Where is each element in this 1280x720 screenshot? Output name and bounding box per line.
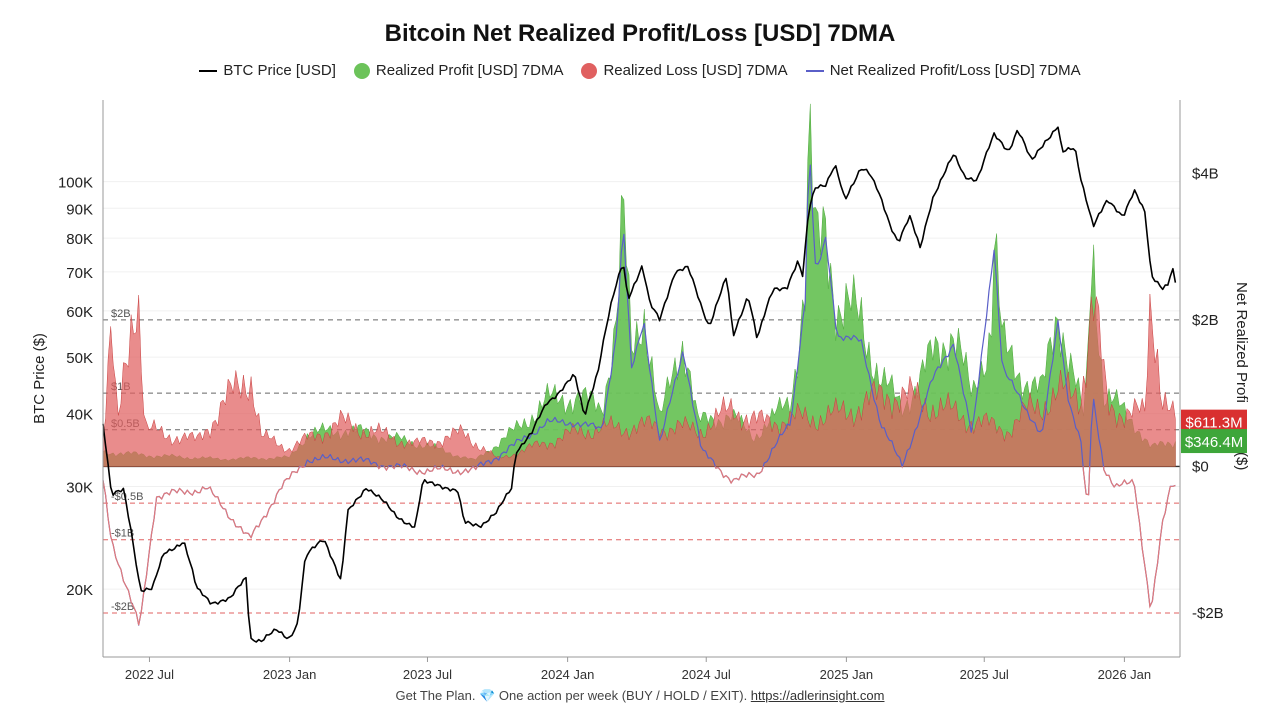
value-tag-label: $611.3M: [1185, 415, 1242, 432]
btc-price-line: [102, 126, 1177, 643]
right-axis-title: Net Realized Profi: [1233, 282, 1250, 403]
line-series: [102, 126, 1177, 643]
value-tag-box: [1181, 429, 1247, 454]
footer-text: Get The Plan. 💎 One action per week (BUY…: [395, 688, 751, 703]
x-tick-label: 2022 Jul: [125, 667, 174, 682]
right-tick-label: -$2B: [1192, 605, 1224, 622]
x-tick-label: 2025 Jan: [820, 667, 874, 682]
legend-item-btc-price[interactable]: BTC Price [USD]: [199, 62, 336, 79]
value-tag: $346.4M: [1181, 429, 1247, 454]
x-tick-label: 2024 Jan: [541, 667, 595, 682]
footer-link[interactable]: https://adlerinsight.com: [750, 688, 885, 703]
chart-title: Bitcoin Net Realized Profit/Loss [USD] 7…: [384, 20, 896, 47]
legend-label-realized-profit: Realized Profit [USD] 7DMA: [375, 62, 564, 79]
ref-line-label: $2B: [111, 308, 131, 320]
right-axis-title-group: Net Realized Profi ($): [1233, 282, 1250, 470]
realized-loss-area: [102, 293, 1176, 467]
left-tick-label: 100K: [58, 175, 93, 192]
left-tick-label: 60K: [66, 304, 93, 321]
right-tick-label: $4B: [1192, 165, 1219, 182]
ref-line-label: -$2B: [111, 601, 134, 613]
area-series: [102, 103, 1176, 467]
left-tick-label: 50K: [66, 350, 93, 367]
ref-line-label: -$0.5B: [111, 491, 143, 503]
ref-line-label: -$1B: [111, 528, 134, 540]
legend-swatch-net-realized: [805, 69, 824, 72]
left-tick-label: 90K: [66, 201, 93, 218]
net-realized-line-negative: [103, 466, 1176, 626]
x-tick-label: 2023 Jan: [263, 667, 317, 682]
left-axis-title: BTC Price ($): [31, 333, 48, 424]
legend-label-btc-price: BTC Price [USD]: [223, 62, 336, 79]
legend-item-realized-loss[interactable]: Realized Loss [USD] 7DMA: [581, 62, 788, 79]
right-axis-unit: ($): [1233, 452, 1250, 470]
x-tick-label: 2024 Jul: [682, 667, 731, 682]
realized-profit-area: [102, 103, 1176, 467]
axes: 20K 30K 40K 50K 60K 70K 80K 90K 100K $4B $2B $0 -$2B…: [31, 100, 1250, 682]
legend-swatch-realized-profit: [353, 62, 370, 79]
legend-swatch-realized-loss: [581, 62, 598, 79]
footer: Get The Plan. 💎 One action per week (BUY…: [0, 688, 1280, 704]
x-tick-label: 2023 Jul: [403, 667, 452, 682]
left-tick-label: 80K: [66, 231, 93, 248]
legend-item-net-realized[interactable]: Net Realized Profit/Loss [USD] 7DMA: [805, 62, 1081, 79]
legend-label-net-realized: Net Realized Profit/Loss [USD] 7DMA: [829, 62, 1081, 79]
legend-swatch-btc-price: [199, 69, 218, 72]
left-tick-label: 20K: [66, 582, 93, 599]
x-tick-label: 2025 Jul: [960, 667, 1009, 682]
left-tick-label: 70K: [66, 265, 93, 282]
right-tick-label: $2B: [1192, 312, 1219, 329]
legend-item-realized-profit[interactable]: Realized Profit [USD] 7DMA: [353, 62, 564, 79]
right-tick-label: $0: [1192, 458, 1209, 475]
legend: BTC Price [USD] Realized Profit [USD] 7D…: [0, 62, 1280, 79]
left-tick-label: 30K: [66, 479, 93, 496]
left-tick-label: 40K: [66, 407, 93, 424]
value-tag-label: $346.4M: [1185, 434, 1243, 451]
legend-label-realized-loss: Realized Loss [USD] 7DMA: [603, 62, 788, 79]
x-tick-label: 2026 Jan: [1098, 667, 1152, 682]
value-tags: $611.3M $346.4M: [1181, 409, 1247, 454]
